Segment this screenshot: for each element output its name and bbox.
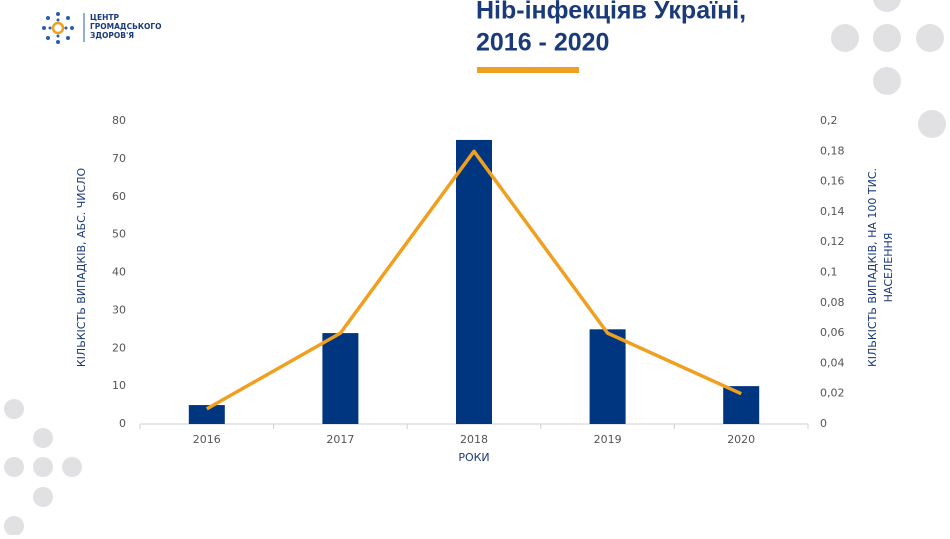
bar: [322, 333, 359, 424]
y-tick-label: 0: [119, 417, 126, 430]
y-tick-label: 40: [112, 266, 126, 279]
y-tick-label: 70: [112, 152, 126, 165]
y2-axis-label: КІЛЬКІСТЬ ВИПАДКІВ, НА 100 ТИС.: [866, 168, 879, 367]
chart-title: Hib-інфекціяв Україні,: [476, 0, 746, 25]
y2-tick-label: 0,12: [820, 235, 845, 248]
y2-tick-label: 0,02: [820, 387, 845, 400]
bar: [188, 405, 225, 424]
logo-text: ГРОМАДСЬКОГО: [90, 22, 161, 31]
y-tick-label: 30: [112, 303, 126, 316]
y2-tick-label: 0,16: [820, 175, 845, 188]
y-tick-label: 80: [112, 114, 126, 127]
y-tick-label: 20: [112, 341, 126, 354]
y2-tick-label: 0,18: [820, 144, 845, 157]
y-tick-label: 50: [112, 228, 126, 241]
x-tick-label: 2018: [460, 433, 488, 446]
x-axis-label: РОКИ: [458, 451, 489, 464]
y2-tick-label: 0,14: [820, 205, 845, 218]
x-tick-label: 2016: [193, 433, 221, 446]
y2-tick-label: 0,04: [820, 356, 845, 369]
y-tick-label: 10: [112, 379, 126, 392]
x-tick-label: 2019: [594, 433, 622, 446]
y2-tick-label: 0,08: [820, 296, 845, 309]
logo: ЦЕНТР ГРОМАДСЬКОГО ЗДОРОВ'Я: [42, 12, 161, 44]
y2-tick-label: 0,1: [820, 266, 838, 279]
y2-tick-label: 0,2: [820, 114, 838, 127]
y2-tick-label: 0,06: [820, 326, 845, 339]
title-underline: [477, 67, 579, 73]
x-tick-label: 2017: [326, 433, 354, 446]
chart-title: 2016 - 2020: [476, 29, 609, 57]
bar: [456, 139, 492, 424]
x-tick-label: 2020: [727, 433, 755, 446]
y2-tick-label: 0: [820, 417, 827, 430]
decorations: [4, 0, 946, 536]
line: [205, 149, 742, 411]
chart: 0 10 20 30 40 50 60 70 80 0 0,02 0,04 0,06 0,08 0,1 0,1…: [75, 114, 895, 464]
logo-text: ЗДОРОВ'Я: [90, 31, 134, 40]
logo-text: ЦЕНТР: [90, 13, 119, 22]
y2-axis-label: НАСЕЛЕННЯ: [882, 233, 895, 303]
y-tick-label: 60: [112, 190, 126, 203]
bar: [589, 329, 626, 424]
y-axis-label: КІЛЬКІСТЬ ВИПАДКІВ, АБС. ЧИСЛО: [75, 168, 88, 368]
